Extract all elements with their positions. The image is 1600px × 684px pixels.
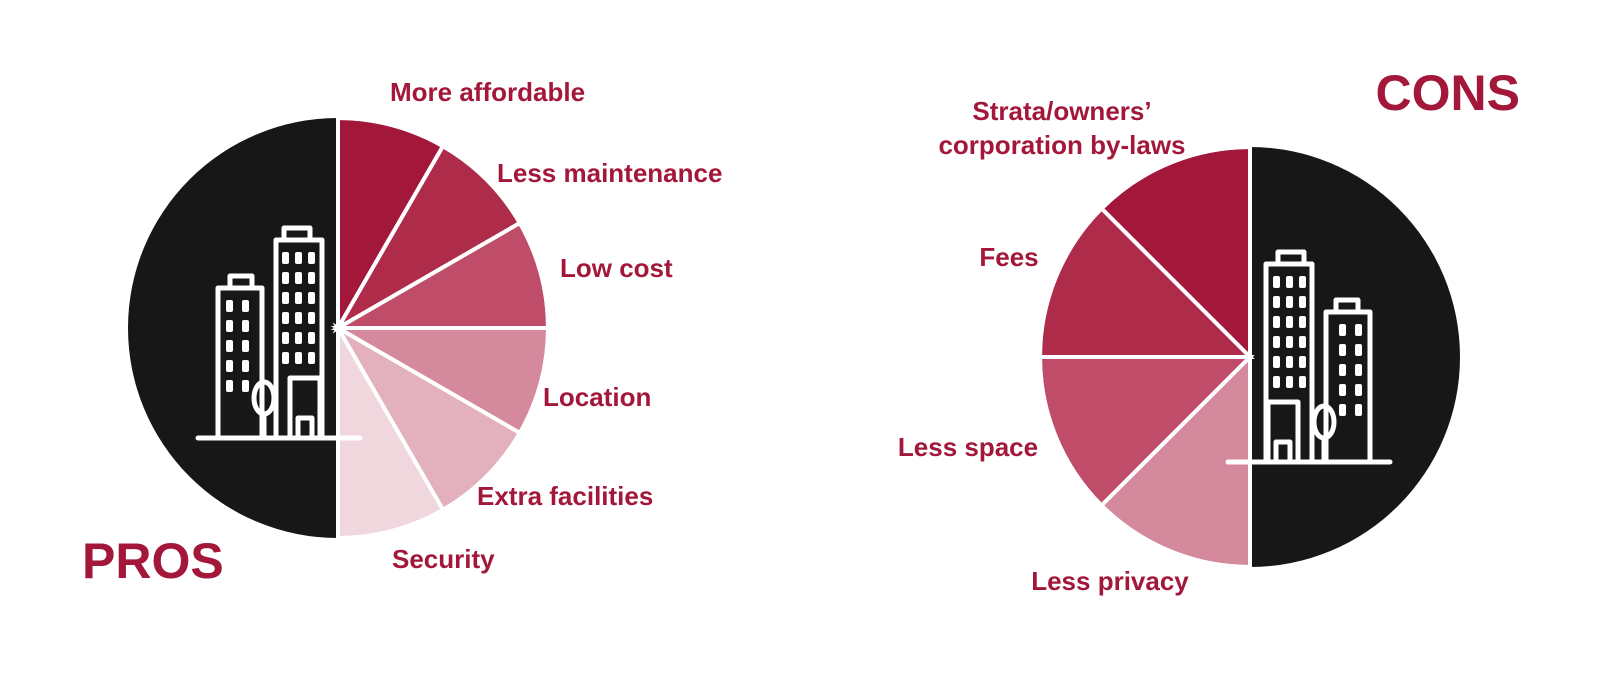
city-buildings-icon <box>195 225 363 441</box>
pros-label: Extra facilities <box>477 481 653 511</box>
city-buildings-icon <box>1225 249 1393 465</box>
pros-label: Security <box>392 544 495 574</box>
cons-title: CONS <box>1376 65 1520 121</box>
pros-title: PROS <box>82 533 224 589</box>
cons-label-line: corporation by-laws <box>938 130 1185 160</box>
pros-label: Low cost <box>560 253 673 283</box>
cons-dark-half-circle <box>1250 147 1460 567</box>
pros-label: More affordable <box>390 77 585 107</box>
cons-label-line: Less privacy <box>1031 566 1189 596</box>
cons-labels: Strata/owners’ corporation by-laws Fees Les… <box>898 96 1189 596</box>
cons-segments <box>1037 144 1255 570</box>
pros-label: Location <box>543 382 651 412</box>
cons-label-line: Less space <box>898 432 1038 462</box>
cons-label: Strata/owners’ corporation by-laws <box>938 96 1185 160</box>
cons-label: Less privacy <box>1031 566 1189 596</box>
pros-section: More affordable Less maintenance Low cost L… <box>82 77 722 589</box>
pros-labels: More affordable Less maintenance Low cost L… <box>390 77 722 574</box>
cons-section: Strata/owners’ corporation by-laws Fees Les… <box>898 65 1520 596</box>
cons-label: Less space <box>898 432 1038 462</box>
pros-label: Less maintenance <box>497 158 722 188</box>
cons-label: Fees <box>979 242 1038 272</box>
cons-label-line: Fees <box>979 242 1038 272</box>
cons-label-line: Strata/owners’ <box>972 96 1151 126</box>
pros-segments <box>330 115 551 541</box>
